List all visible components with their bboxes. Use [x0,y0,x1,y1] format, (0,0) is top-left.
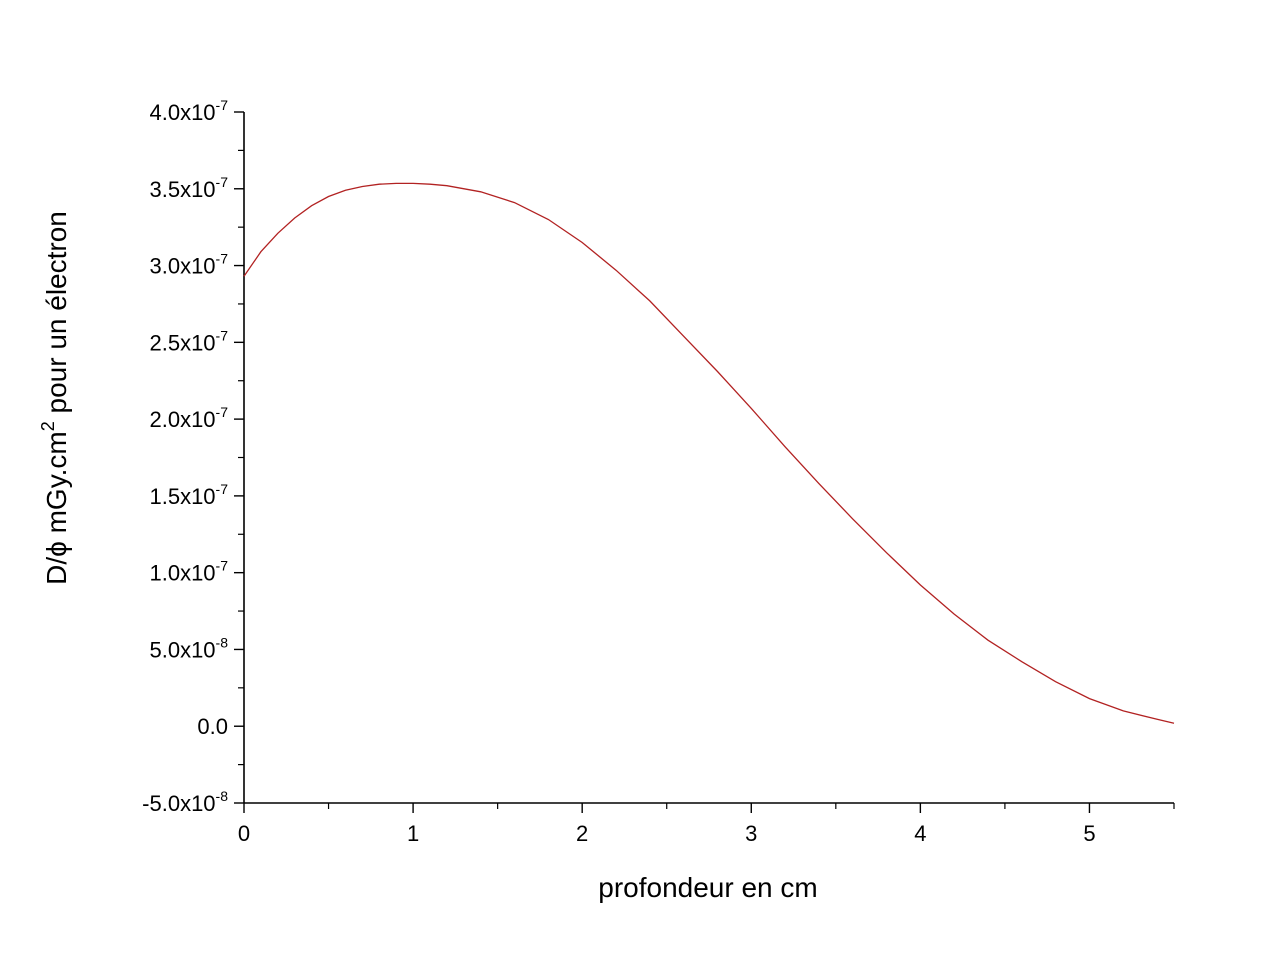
y-tick-label: 1.0x10-7 [149,558,228,586]
y-tick-label: 2.0x10-7 [149,404,228,432]
y-tick-label: 5.0x10-8 [149,634,228,662]
y-axis-title-main: D/ϕ mGy.cm [41,431,72,585]
x-tick-label: 3 [745,821,757,846]
y-ticks: -5.0x10-8 0.0 5.0x10-8 1.0x10-7 1.5x10-7 2.0x… [142,97,244,816]
y-axis-title: D/ϕ mGy.cm2 pour un électron [38,211,72,585]
y-tick-label: 0.0 [197,714,228,739]
axes [243,112,1174,804]
x-axis-title: profondeur en cm [598,872,817,903]
y-tick-label: 4.0x10-7 [149,97,228,125]
y-tick-label: 3.5x10-7 [149,174,228,202]
y-axis-title-sup: 2 [38,421,58,431]
x-tick-label: 0 [238,821,250,846]
x-tick-label: 4 [914,821,926,846]
x-tick-label: 1 [407,821,419,846]
x-tick-label: 5 [1083,821,1095,846]
series-line [243,182,1175,724]
x-tick-label: 2 [576,821,588,846]
y-tick-label: 2.5x10-7 [149,327,228,355]
y-tick-label: 3.0x10-7 [149,251,228,279]
y-axis-title-rest: pour un électron [41,211,72,421]
x-ticks: 0 1 2 3 4 5 [238,803,1175,846]
y-tick-label: -5.0x10-8 [142,788,228,816]
y-tick-label: 1.5x10-7 [149,481,228,509]
